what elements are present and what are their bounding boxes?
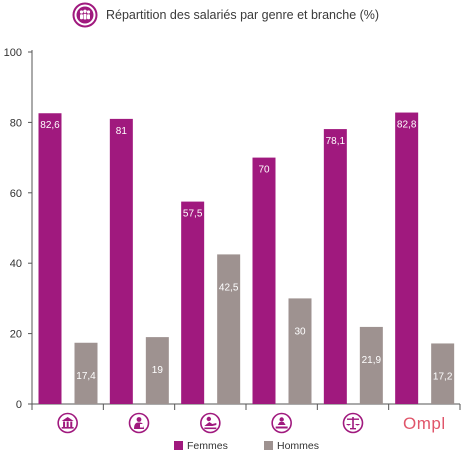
data-label: 81: [116, 126, 128, 137]
bank-building-icon: [57, 412, 78, 434]
y-tick-label: 0: [16, 399, 22, 411]
data-label: 30: [294, 326, 306, 337]
data-label: 82,6: [40, 120, 60, 131]
legend-swatch-femmes: [174, 441, 183, 450]
data-label: 78,1: [326, 136, 346, 147]
real-estate-agent-icon: [200, 412, 221, 434]
y-tick-label: 80: [10, 117, 22, 129]
bar-femmes: [395, 112, 419, 404]
data-label: 21,9: [362, 355, 382, 366]
bar-femmes: [181, 201, 205, 404]
bar-femmes: [38, 113, 62, 405]
bar-femmes: [252, 157, 276, 404]
ompl-logo: Ompl: [403, 414, 446, 433]
y-tick-label: 60: [10, 188, 22, 200]
bar-hommes: [217, 254, 241, 404]
bar-hommes: [431, 343, 455, 404]
chart-header: Répartition des salariés par genre et br…: [72, 2, 379, 28]
data-label: 19: [152, 365, 164, 376]
data-label: 17,4: [76, 371, 96, 382]
bar-femmes: [109, 118, 133, 404]
justice-scales-icon: [342, 412, 364, 434]
bar-femmes: [323, 129, 347, 404]
data-label: 42,5: [219, 282, 239, 293]
y-tick-label: 100: [4, 47, 22, 59]
insurance-person-icon: [128, 412, 150, 434]
bar-hommes: [74, 342, 98, 404]
data-label: 70: [258, 165, 270, 176]
y-tick-label: 20: [10, 329, 22, 341]
y-tick-label: 40: [10, 258, 22, 270]
legend-swatch-hommes: [264, 441, 273, 450]
bar-hommes: [288, 298, 312, 404]
bar-hommes: [359, 326, 383, 404]
notary-seal-icon: [271, 412, 292, 434]
legend-label-hommes: Hommes: [277, 440, 319, 452]
bar-hommes: [145, 337, 169, 404]
data-label: 17,2: [433, 371, 453, 382]
chart-title: Répartition des salariés par genre et br…: [106, 8, 380, 22]
people-group-icon: [72, 2, 98, 28]
data-label: 57,5: [183, 209, 203, 220]
data-label: 82,8: [397, 120, 417, 131]
legend-label-femmes: Femmes: [187, 440, 228, 452]
